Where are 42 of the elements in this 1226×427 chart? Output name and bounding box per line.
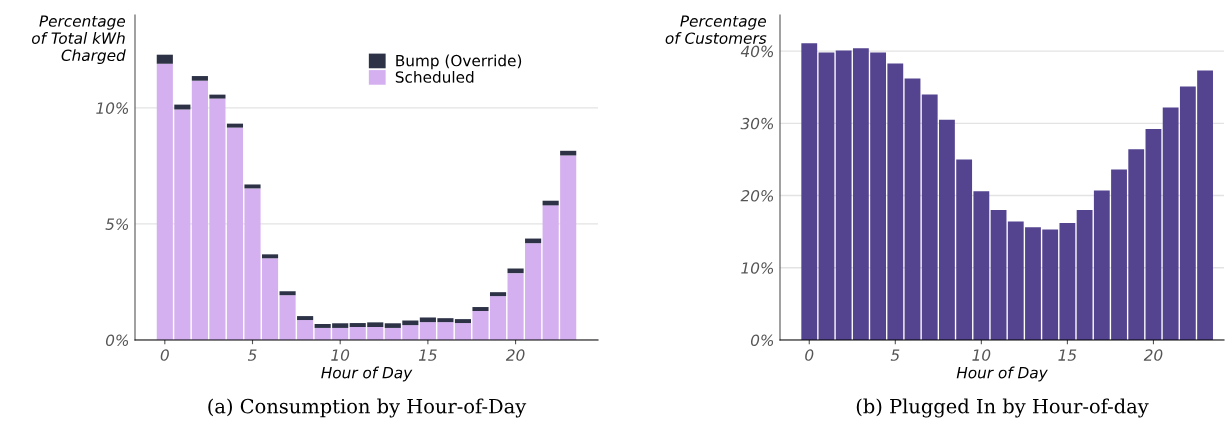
x-axis-title: Hour of Day xyxy=(321,366,413,382)
bar xyxy=(489,292,507,297)
y-axis-title: Percentage of Total kWh Charged xyxy=(31,15,126,64)
x-tick-label: 5 xyxy=(247,349,257,361)
bar xyxy=(156,54,173,64)
y-tick-label: 5% xyxy=(105,218,129,230)
y-tick-label: 10% xyxy=(741,262,774,274)
text: (a) Consumption by Hour-of-Day xyxy=(208,398,527,418)
bar xyxy=(818,52,835,340)
y-tick-label: 30% xyxy=(740,117,774,130)
y-tick-label: 0% xyxy=(105,334,129,347)
y-axis-title: Percentage of Customers xyxy=(665,15,767,44)
bar xyxy=(904,78,921,340)
bar xyxy=(226,123,244,128)
x-tick-label: 0 xyxy=(160,349,169,361)
y-tick-label: 40% xyxy=(740,45,774,58)
bar xyxy=(297,316,314,321)
y-tick-label: 10% xyxy=(96,102,129,114)
x-tick-label: 10 xyxy=(331,349,350,361)
legend-label: Scheduled xyxy=(395,71,474,83)
x-tick-label: 20 xyxy=(1143,349,1163,361)
x-tick-label: 15 xyxy=(418,349,437,361)
bar xyxy=(261,254,279,259)
y-tick-label: 20% xyxy=(740,190,774,202)
text: (b) Plugged In by Hour-of-day xyxy=(856,398,1149,418)
x-axis-title: Hour of Day xyxy=(956,366,1048,382)
bar xyxy=(209,94,226,99)
bar xyxy=(454,319,472,324)
bar xyxy=(801,43,818,340)
x-tick-label: 20 xyxy=(505,349,525,361)
x-tick-label: 5 xyxy=(890,349,900,361)
x-tick-label: 0 xyxy=(805,349,814,361)
legend-label: Bump (Override) xyxy=(396,54,522,70)
bar xyxy=(1145,129,1162,340)
x-tick-label: 10 xyxy=(972,349,991,361)
bar xyxy=(244,184,261,189)
bar xyxy=(990,210,1007,340)
bar xyxy=(279,291,296,296)
bar xyxy=(191,76,208,81)
bar xyxy=(472,307,489,311)
y-tick-label: 0% xyxy=(750,334,774,347)
x-tick-label: 15 xyxy=(1058,349,1077,361)
